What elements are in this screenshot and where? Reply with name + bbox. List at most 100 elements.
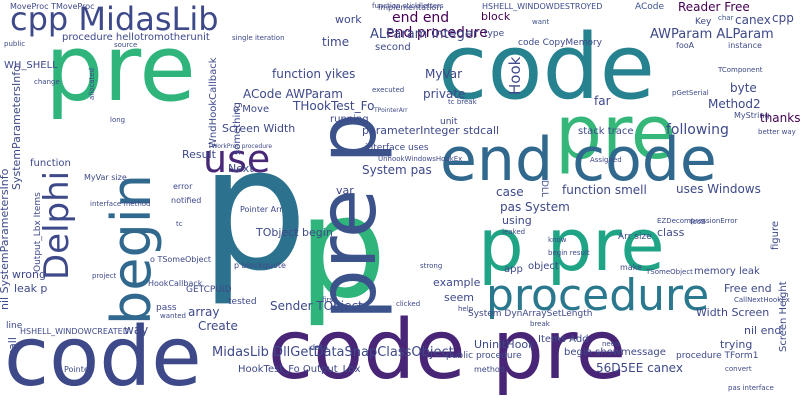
word-block: block [481, 10, 511, 23]
word-interface-method: interface method [90, 200, 150, 208]
word-nil-end: nil end [744, 324, 781, 337]
word-create: Create [198, 319, 238, 333]
word-end-end: end end [392, 10, 449, 26]
word-tpointerarr: TPointerArr [373, 107, 408, 114]
word-work: work [335, 13, 362, 26]
word-long: long [110, 116, 125, 124]
word-far: far [594, 94, 611, 108]
word-memory-leak: memory leak [694, 266, 760, 277]
word-public-procedure: public procedure [446, 351, 522, 361]
word-stack-trace: stack trace [578, 126, 634, 137]
word-midaslib-dllget: MidasLib DllGetDataSnapClassObject [212, 345, 454, 360]
word-private: private [423, 87, 465, 101]
word-function-yikes: function yikes [272, 67, 355, 81]
word-pas-interface: pas interface [728, 384, 774, 392]
word-tsomeobject: TSomeObject [645, 268, 693, 276]
word-pre-2: pre [555, 90, 676, 176]
word-wrong: wrong [12, 268, 46, 281]
word-unhookwindowshookex: UnhookWindowsHookEx [378, 155, 462, 163]
word-system-pas: System pas [362, 163, 432, 177]
word-dll: DLL [539, 180, 549, 197]
word-o-move: o Move [233, 104, 269, 115]
word-clicked: clicked [396, 300, 420, 308]
word-ezdecompression: EZDecompressionError [657, 217, 737, 225]
word-begin-showmessage: begin showmessage [564, 347, 666, 358]
word-seem: seem [444, 291, 474, 304]
word-width-screen: Width Screen [696, 306, 769, 319]
word-strong: strong [420, 262, 442, 270]
word-instance: instance [728, 41, 762, 50]
word-p-pre: p pre [478, 203, 665, 287]
word-next: Next [228, 162, 254, 175]
word-function-smell: function smell [562, 183, 647, 197]
word-systemparametersinfo: SystemParametersInfo [10, 65, 23, 190]
word-method: method [474, 365, 505, 374]
word-pgetserial: pGetSerial [672, 89, 709, 97]
word-nil-systemparametersinfo: nil SystemParametersInfo [0, 168, 11, 310]
word-project: project [92, 272, 117, 280]
word-myvar-size: MyVar size [84, 173, 127, 182]
word-end-procedure: end procedure [386, 25, 488, 41]
word-pass: pass [156, 303, 177, 313]
word-pas-system: pas System [500, 200, 570, 214]
word-foob: fooB [690, 218, 706, 226]
word-myvar: MyVar [425, 67, 462, 81]
word-executed: executed [372, 86, 404, 94]
word-fooa: fooA [676, 41, 695, 50]
word-screen-width: Screen Width [222, 122, 295, 135]
word-know: know [548, 236, 567, 244]
word-tc-break: tc break [448, 98, 478, 106]
word-thanks-p: thanks p [760, 111, 800, 125]
word-code-2: code [4, 310, 202, 400]
word-want: want [532, 18, 549, 26]
word-pre-1: pre [45, 15, 196, 122]
word-delphi: Delphi [37, 171, 77, 280]
word-p-2: p [298, 167, 387, 330]
word-public: public [4, 40, 25, 48]
word-callnexthookex: CallNextHookEx [734, 296, 790, 304]
word-example: example [433, 276, 481, 289]
word-arr-size: Arr size [618, 232, 652, 242]
word-leak-p: leak p [14, 282, 47, 295]
word-code-1: code [438, 15, 655, 120]
word-code-pre: code pre [268, 303, 626, 398]
word-alparam-integer: ALParam Integer [370, 27, 479, 42]
word-implementation: implementation [378, 3, 441, 12]
word-array: array [188, 305, 219, 319]
word-tcomponent: TComponent [717, 66, 763, 74]
word-sender-tobject: Sender TObject [270, 299, 363, 313]
word-wh-shell: WH_SHELL [4, 60, 58, 71]
word-app: app [504, 264, 523, 275]
word-tobject-begin: TObject begin [255, 226, 333, 239]
word-error: error [173, 182, 193, 191]
word-leaked: leaked [502, 228, 525, 236]
word-case: case [496, 185, 524, 199]
word-allocated: allocated [88, 68, 96, 100]
word-awparam-alparam: AWParam ALParam [650, 27, 774, 42]
word-p-blockquote: p blockquote [234, 261, 286, 270]
word-begin-result: begin result [548, 249, 590, 257]
word-hshell-created: HSHELL_WINDOWCREATED [20, 327, 129, 336]
word-second: second [375, 42, 411, 53]
word-figure: figure [770, 221, 781, 250]
word-type: type [484, 29, 505, 39]
word-tc: tc [176, 220, 183, 228]
word-procedure-hello: procedure hellotromotherunit [62, 32, 210, 43]
word-tested: tested [228, 297, 257, 307]
word-char: char [718, 14, 734, 22]
word-convert: convert [725, 365, 752, 373]
word-hook: Hook [506, 56, 524, 95]
word-acode: ACode [635, 2, 665, 12]
word-parameterinteger: parameterInteger stdcall [362, 124, 499, 137]
word-wanted: wanted [160, 312, 186, 320]
word-key: Key [695, 17, 712, 27]
word-break: break [530, 320, 551, 328]
word-p-large: p [200, 111, 308, 309]
word-begin: begin [100, 174, 163, 325]
word-time: time [322, 35, 349, 49]
word-cpp-small: cpp [772, 11, 794, 25]
word-procedure: procedure [486, 270, 709, 321]
word-function: function [30, 158, 71, 169]
word-mystring: MyString [734, 111, 770, 120]
